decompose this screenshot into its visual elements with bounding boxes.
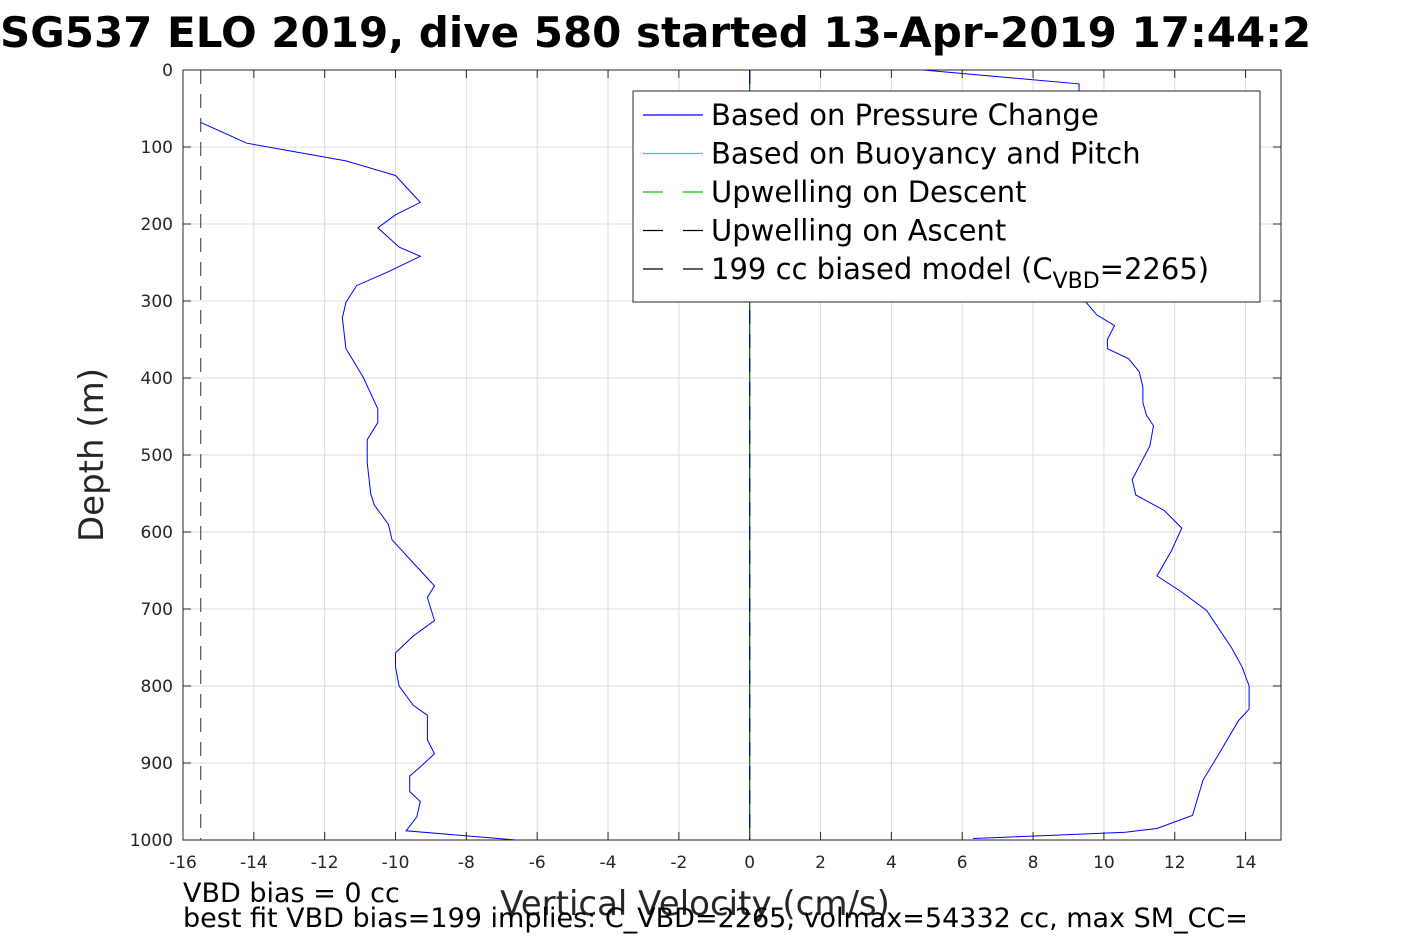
- y-axis-label: Depth (m): [72, 368, 112, 542]
- y-tick-label: 600: [141, 523, 173, 543]
- x-tick-label: -14: [240, 853, 268, 873]
- x-tick-label: 8: [1028, 853, 1039, 873]
- x-axis-label: Vertical Velocity (cm/s): [500, 884, 890, 924]
- x-tick-label: -6: [529, 853, 546, 873]
- y-tick-label: 200: [141, 215, 173, 235]
- y-tick-label: 300: [141, 292, 173, 312]
- series-line: [200, 121, 516, 841]
- x-tick-label: -8: [458, 853, 475, 873]
- x-tick-label: 10: [1093, 853, 1115, 873]
- legend-entry-label: Based on Pressure Change: [711, 98, 1099, 132]
- axis-ticks: -16 -14 -12 -10 -8 -6 -4 -2 0 2 4 6 8 10 12 14 0 100 200 30…: [130, 61, 1281, 873]
- y-tick-label: 700: [141, 600, 173, 620]
- y-tick-label: 500: [141, 446, 173, 466]
- vbd-bias-note: VBD bias = 0 cc: [183, 878, 400, 909]
- x-tick-label: 0: [744, 853, 755, 873]
- y-tick-label: 900: [141, 754, 173, 774]
- x-tick-label: -16: [169, 853, 197, 873]
- legend-box: [632, 90, 1261, 303]
- x-tick-label: 6: [957, 853, 968, 873]
- chart-title: SG537 ELO 2019, dive 580 started 13-Apr-…: [0, 8, 1311, 57]
- series-line: [923, 69, 1250, 839]
- x-tick-label: 12: [1164, 853, 1186, 873]
- x-tick-label: -2: [670, 853, 687, 873]
- x-tick-label: 4: [886, 853, 897, 873]
- y-tick-label: 100: [141, 138, 173, 158]
- legend-entry-label: Upwelling on Ascent: [711, 214, 1006, 248]
- x-tick-label: 14: [1235, 853, 1257, 873]
- y-tick-label: 0: [162, 61, 173, 81]
- y-tick-label: 800: [141, 677, 173, 697]
- legend-entry-label: Upwelling on Descent: [711, 175, 1027, 209]
- x-tick-label: 2: [815, 853, 826, 873]
- x-tick-label: -12: [311, 853, 339, 873]
- legend: Based on Pressure Change Based on Buoyanc…: [632, 90, 1261, 303]
- y-tick-label: 1000: [130, 831, 173, 851]
- x-tick-label: -4: [600, 853, 617, 873]
- legend-entry-label: Based on Buoyancy and Pitch: [711, 137, 1141, 171]
- y-tick-label: 400: [141, 369, 173, 389]
- best-fit-note: best fit VBD bias=199 implies: C_VBD=226…: [183, 903, 1248, 934]
- x-tick-label: -10: [382, 853, 410, 873]
